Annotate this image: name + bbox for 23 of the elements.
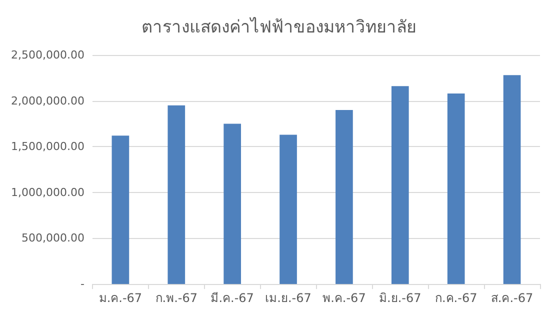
x-tick-label: ส.ค.-67: [490, 291, 534, 305]
bar: [336, 110, 353, 284]
bar: [112, 136, 130, 284]
y-tick-label: 1,500,000.00: [10, 140, 84, 154]
x-tick-label: เม.ย.-67: [265, 291, 312, 305]
bar: [391, 86, 409, 284]
x-tick-label: ก.ค.-67: [434, 291, 478, 305]
bar: [280, 134, 297, 284]
x-tick-label: พ.ค.-67: [322, 291, 366, 305]
y-tick-label: 2,500,000.00: [10, 48, 84, 62]
y-tick-label: -: [80, 278, 84, 290]
y-tick-label: 1,000,000.00: [10, 186, 84, 199]
x-tick-label: ก.พ.-67: [155, 291, 198, 305]
y-tick-label: 500,000.00: [21, 232, 84, 245]
x-tick-label: ม.ค.-67: [98, 291, 142, 305]
x-tick-label: มี.ค.-67: [210, 291, 254, 305]
y-tick-label: 2,000,000.00: [10, 94, 84, 108]
bar: [447, 93, 465, 284]
bar: [503, 75, 521, 284]
bar: [224, 124, 241, 284]
bar: [168, 105, 186, 284]
x-tick-label: มิ.ย.-67: [379, 291, 422, 305]
chart-title: ตารางแสดงค่าไฟฟ้าของมหาวิทยาลัย: [142, 16, 416, 38]
